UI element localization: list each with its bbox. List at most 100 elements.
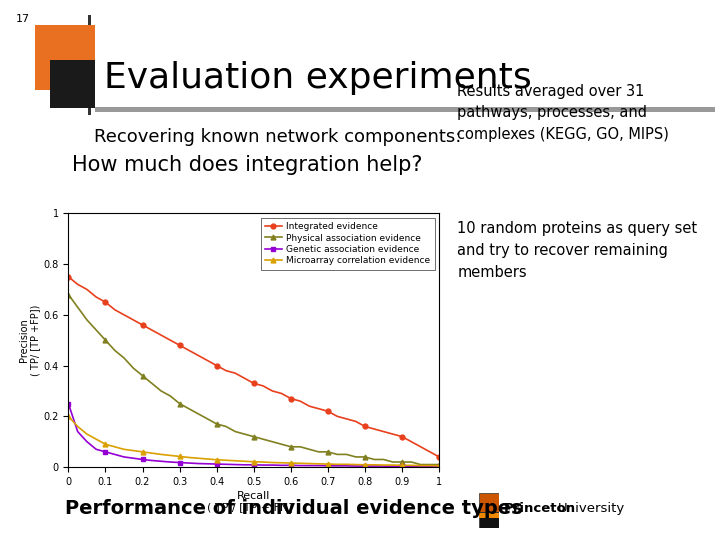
Integrated evidence — [129, 316, 138, 323]
Microarray correlation evidence — [370, 462, 379, 468]
Microarray correlation evidence — [203, 456, 212, 462]
Genetic association evidence — [426, 463, 434, 470]
Physical association evidence — [176, 401, 184, 407]
Physical association evidence — [435, 461, 444, 468]
Microarray correlation evidence — [333, 461, 341, 468]
Microarray correlation evidence — [110, 443, 119, 450]
Genetic association evidence — [296, 462, 305, 469]
Physical association evidence — [277, 441, 286, 448]
Microarray correlation evidence — [73, 423, 82, 430]
Genetic association evidence — [240, 462, 249, 468]
Integrated evidence — [342, 416, 351, 422]
Microarray correlation evidence — [426, 462, 434, 469]
Physical association evidence — [212, 421, 221, 427]
Integrated evidence — [83, 286, 91, 293]
Physical association evidence — [258, 436, 267, 442]
Genetic association evidence — [397, 463, 406, 470]
Microarray correlation evidence — [315, 461, 323, 467]
Genetic association evidence — [379, 463, 388, 469]
Genetic association evidence — [184, 460, 193, 466]
Genetic association evidence — [166, 459, 175, 465]
Microarray correlation evidence — [416, 462, 425, 469]
Genetic association evidence — [277, 462, 286, 469]
Line: Integrated evidence: Integrated evidence — [66, 274, 441, 460]
Integrated evidence — [323, 408, 332, 415]
Text: 10 random proteins as query set
and try to recover remaining
members: 10 random proteins as query set and try … — [457, 221, 698, 280]
Integrated evidence — [397, 434, 406, 440]
Genetic association evidence — [435, 463, 444, 470]
Microarray correlation evidence — [231, 457, 240, 464]
Physical association evidence — [148, 380, 156, 387]
Integrated evidence — [333, 413, 341, 420]
Microarray correlation evidence — [157, 451, 166, 458]
Genetic association evidence — [231, 461, 240, 468]
Genetic association evidence — [342, 463, 351, 469]
Genetic association evidence — [351, 463, 360, 469]
Physical association evidence — [268, 438, 276, 445]
Physical association evidence — [389, 459, 397, 465]
Genetic association evidence — [129, 455, 138, 462]
Physical association evidence — [129, 365, 138, 372]
Genetic association evidence — [222, 461, 230, 468]
Physical association evidence — [73, 304, 82, 310]
Microarray correlation evidence — [361, 462, 369, 468]
Genetic association evidence — [148, 457, 156, 464]
Genetic association evidence — [138, 456, 147, 463]
Y-axis label: Precision
( TP/ [TP +FP]): Precision ( TP/ [TP +FP]) — [19, 305, 40, 376]
Physical association evidence — [231, 428, 240, 435]
Integrated evidence — [176, 342, 184, 348]
Physical association evidence — [426, 461, 434, 468]
Genetic association evidence — [64, 401, 73, 407]
Microarray correlation evidence — [83, 431, 91, 437]
Integrated evidence — [138, 322, 147, 328]
Physical association evidence — [92, 327, 101, 333]
Integrated evidence — [166, 337, 175, 343]
Integrated evidence — [268, 388, 276, 394]
Physical association evidence — [287, 443, 295, 450]
Physical association evidence — [110, 347, 119, 354]
Microarray correlation evidence — [166, 452, 175, 458]
Physical association evidence — [101, 337, 110, 343]
Genetic association evidence — [203, 461, 212, 467]
Integrated evidence — [305, 403, 314, 409]
Integrated evidence — [370, 426, 379, 432]
Physical association evidence — [64, 291, 73, 298]
Genetic association evidence — [92, 446, 101, 453]
Genetic association evidence — [370, 463, 379, 469]
Microarray correlation evidence — [435, 463, 444, 469]
Text: Recovering known network components:: Recovering known network components: — [94, 128, 461, 146]
Physical association evidence — [120, 355, 128, 361]
Integrated evidence — [351, 418, 360, 424]
Physical association evidence — [323, 449, 332, 455]
Microarray correlation evidence — [389, 462, 397, 468]
Bar — [479, 512, 499, 528]
Physical association evidence — [157, 388, 166, 394]
Microarray correlation evidence — [194, 455, 202, 462]
Physical association evidence — [83, 316, 91, 323]
Integrated evidence — [92, 294, 101, 300]
Microarray correlation evidence — [129, 447, 138, 454]
Physical association evidence — [240, 431, 249, 437]
Genetic association evidence — [416, 463, 425, 470]
Integrated evidence — [389, 431, 397, 437]
Physical association evidence — [351, 454, 360, 460]
Microarray correlation evidence — [287, 460, 295, 466]
Integrated evidence — [157, 332, 166, 339]
Integrated evidence — [120, 312, 128, 318]
Physical association evidence — [315, 449, 323, 455]
Microarray correlation evidence — [351, 461, 360, 468]
Integrated evidence — [101, 299, 110, 306]
Microarray correlation evidence — [240, 458, 249, 464]
Integrated evidence — [203, 357, 212, 364]
Microarray correlation evidence — [305, 460, 314, 467]
Integrated evidence — [231, 370, 240, 376]
Integrated evidence — [258, 383, 267, 389]
Text: How much does integration help?: How much does integration help? — [72, 155, 423, 175]
Physical association evidence — [305, 446, 314, 453]
Genetic association evidence — [389, 463, 397, 470]
Genetic association evidence — [212, 461, 221, 467]
Microarray correlation evidence — [176, 453, 184, 460]
Microarray correlation evidence — [296, 460, 305, 467]
Text: Evaluation experiments: Evaluation experiments — [104, 61, 532, 95]
Integrated evidence — [287, 395, 295, 402]
